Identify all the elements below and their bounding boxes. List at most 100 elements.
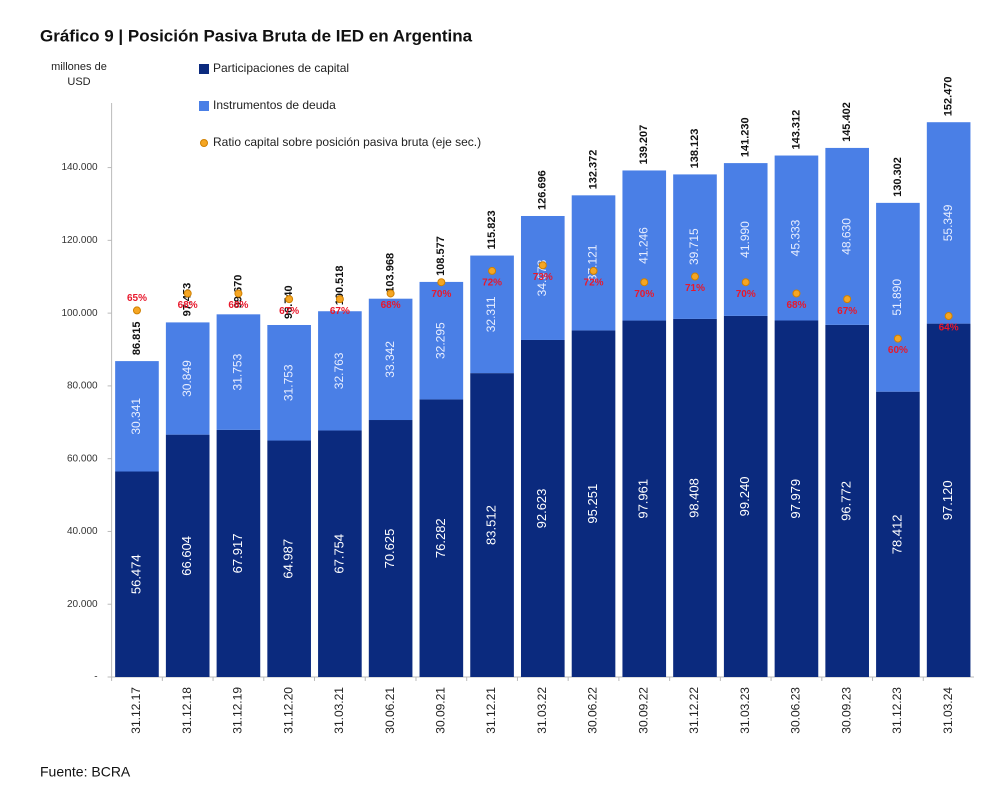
ratio-label: 73% (533, 272, 553, 283)
y-tick-label: 20.000 (67, 599, 98, 610)
chart-title: Gráfico 9 | Posición Pasiva Bruta de IED… (40, 26, 473, 45)
bar-segment (571, 330, 616, 677)
segment-label: 45.333 (789, 219, 803, 256)
ratio-point (183, 289, 192, 298)
bar-segment (673, 174, 717, 319)
segment-label: 64.987 (281, 539, 296, 579)
x-tick-label: 31.12.20 (281, 687, 295, 734)
total-label: 138.123 (689, 129, 701, 169)
segment-label: 41.990 (738, 221, 752, 258)
x-tick-label: 30.06.23 (789, 687, 803, 734)
source-note: Fuente: BCRA (40, 764, 131, 780)
x-tick-label: 31.12.22 (687, 687, 701, 734)
ratio-label: 71% (685, 283, 705, 294)
legend-label: Participaciones de capital (213, 61, 349, 75)
bar-segment (115, 471, 159, 677)
ratio-point (538, 261, 547, 270)
ratio-label: 70% (431, 289, 451, 300)
ratio-label: 68% (381, 300, 401, 311)
segment-label: 67.754 (331, 534, 346, 574)
bar-segment (368, 420, 413, 677)
bar-segment (520, 215, 565, 340)
x-tick-label: 31.12.19 (231, 687, 245, 734)
segment-label: 34.073 (535, 259, 549, 296)
total-label: 145.402 (841, 102, 853, 142)
ratio-point (132, 306, 141, 315)
bar-segment (470, 255, 514, 374)
segment-label: 37.121 (586, 244, 600, 281)
segment-label: 70.625 (382, 529, 397, 569)
ratio-point (741, 278, 750, 287)
total-label: 126.696 (537, 170, 549, 210)
total-label: 130.302 (892, 157, 904, 197)
ratio-point (893, 334, 902, 343)
x-tick-label: 30.09.23 (839, 687, 853, 734)
bar-segment (622, 320, 667, 677)
ratio-point (386, 289, 395, 298)
ratio-label: 68% (228, 300, 248, 311)
ratio-label: 72% (584, 278, 604, 289)
ratio-label: 65% (127, 293, 147, 304)
segment-label: 31.753 (281, 364, 295, 401)
bar-segment (267, 324, 311, 441)
bar-segment (876, 202, 920, 392)
ratio-point (335, 295, 344, 304)
segment-label: 97.961 (636, 479, 651, 519)
legend-marker (199, 101, 209, 111)
x-tick-label: 30.06.21 (383, 687, 397, 734)
segment-label: 32.311 (484, 296, 498, 332)
x-tick-label: 30.06.22 (586, 687, 600, 734)
total-label: 108.577 (435, 236, 447, 276)
bar-segment (723, 315, 768, 677)
bar-segment (165, 322, 210, 435)
bar-segment (926, 323, 971, 677)
legend-label: Ratio capital sobre posición pasiva brut… (213, 135, 481, 149)
segment-label: 41.246 (636, 227, 650, 264)
y-tick-label: 80.000 (67, 381, 98, 392)
bar-segment (876, 391, 920, 677)
bar-segment (165, 434, 210, 677)
x-tick-label: 31.12.21 (484, 687, 498, 734)
segment-label: 55.349 (941, 204, 955, 241)
x-tick-label: 31.12.23 (890, 687, 904, 734)
segment-label: 32.295 (434, 322, 448, 359)
ratio-label: 68% (786, 300, 806, 311)
bar-segment (470, 373, 514, 677)
y-tick-label: 100.000 (61, 308, 98, 319)
segment-label: 67.917 (230, 534, 245, 574)
ratio-point (640, 278, 649, 287)
segment-label: 30.341 (129, 398, 143, 435)
y-tick-label: 140.000 (61, 162, 98, 173)
bar-segment (267, 440, 311, 677)
segment-label: 33.342 (383, 341, 397, 378)
ratio-point (792, 289, 801, 298)
y-axis-label: millones de USD (51, 61, 107, 88)
segment-label: 32.763 (332, 352, 346, 389)
bar-segment (825, 324, 869, 677)
x-tick-label: 31.03.23 (738, 687, 752, 734)
x-tick-label: 31.03.24 (941, 687, 955, 734)
total-label: 132.372 (587, 150, 599, 190)
total-label: 86.815 (131, 321, 143, 355)
ratio-label: 67% (279, 306, 299, 317)
bar-segment (774, 320, 819, 677)
ratio-point (690, 272, 699, 281)
ratio-label: 70% (634, 289, 654, 300)
bar-segment (216, 429, 261, 677)
ratio-label: 60% (888, 345, 908, 356)
x-tick-label: 30.09.21 (434, 687, 448, 734)
segment-label: 76.282 (433, 518, 448, 558)
segment-label: 83.512 (484, 505, 499, 545)
segment-label: 98.408 (686, 478, 701, 518)
segment-label: 97.120 (940, 480, 955, 520)
bar-segment (368, 298, 413, 421)
total-label: 100.518 (334, 265, 346, 305)
ratio-label: 70% (736, 289, 756, 300)
ratio-label: 72% (482, 278, 502, 289)
segment-label: 97.979 (788, 479, 803, 519)
bar-segment (318, 311, 362, 431)
segment-label: 39.715 (687, 228, 701, 265)
segment-label: 99.240 (737, 477, 752, 517)
